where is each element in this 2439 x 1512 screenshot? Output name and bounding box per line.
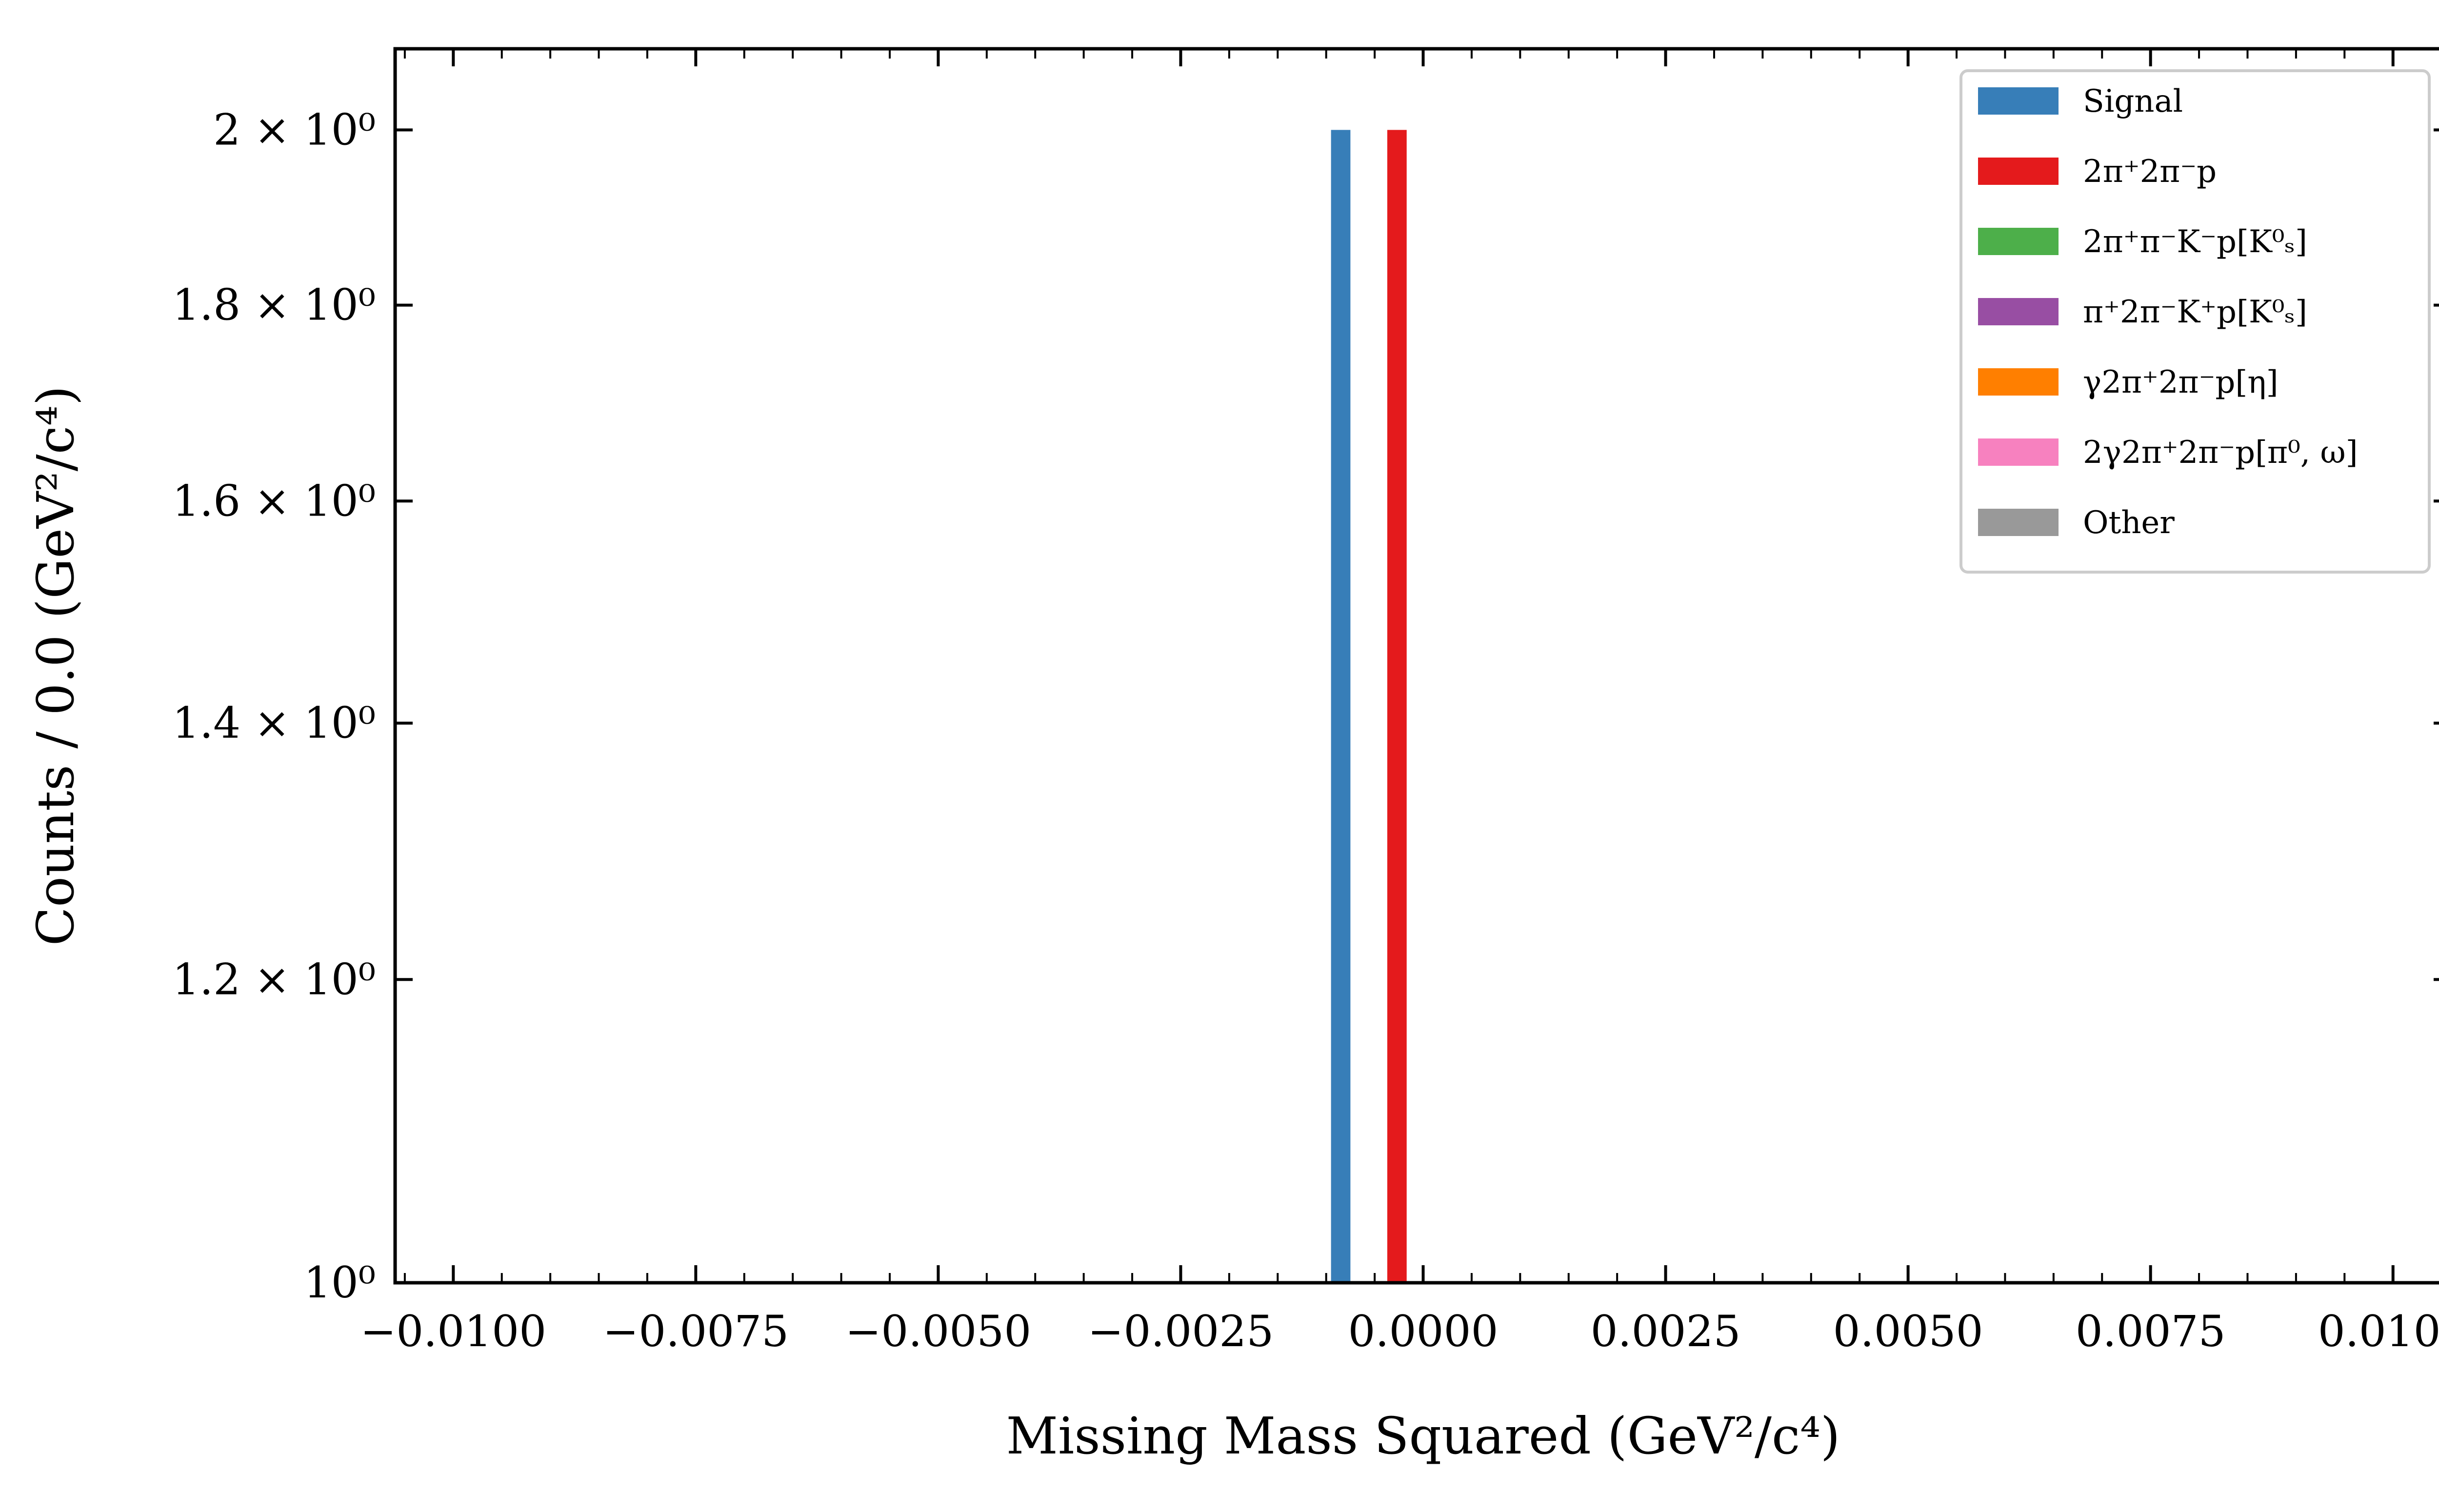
legend-swatch-1 <box>1978 158 2059 185</box>
x-tick-label: 0.0075 <box>2076 1306 2226 1356</box>
y-axis-label: Counts / 0.0 (GeV²/c⁴) <box>26 386 85 946</box>
legend-swatch-5 <box>1978 438 2059 466</box>
x-tick-label: 0.0000 <box>1348 1306 1499 1356</box>
bar-1-0 <box>1387 130 1407 1283</box>
x-tick-label: −0.0025 <box>1088 1306 1274 1356</box>
x-tick-label: −0.0050 <box>845 1306 1032 1356</box>
bars-layer <box>1331 130 1407 1283</box>
legend: Signal 2π⁺2π⁻p 2π⁺π⁻K⁻p[K⁰ₛ] π⁺2π⁻K⁺p[K⁰ₛ] γ… <box>1959 69 2431 574</box>
x-tick-label: −0.0100 <box>360 1306 546 1356</box>
bar-0-0 <box>1331 130 1351 1283</box>
y-tick-label: 10⁰ <box>304 1257 376 1308</box>
legend-label-6: Other <box>2083 505 2175 541</box>
legend-label-5: 2γ2π⁺2π⁻p[π⁰, ω] <box>2083 435 2358 471</box>
ticks-layer: −0.0100 −0.0075 −0.0050 −0.0025 0.0000 0.0025… <box>172 49 2439 1356</box>
legend-box <box>1959 69 2431 574</box>
x-tick-label: 0.0025 <box>1591 1306 1741 1356</box>
legend-label-1: 2π⁺2π⁻p <box>2083 154 2217 190</box>
y-tick-label: 1.6 × 10⁰ <box>172 476 376 526</box>
legend-label-4: γ2π⁺2π⁻p[η] <box>2083 364 2279 400</box>
legend-swatch-6 <box>1978 509 2059 536</box>
legend-swatch-2 <box>1978 228 2059 255</box>
plot-frame <box>393 47 2439 1285</box>
legend-label-3: π⁺2π⁻K⁺p[K⁰ₛ] <box>2083 294 2307 330</box>
y-tick-label: 2 × 10⁰ <box>213 104 376 155</box>
legend-swatch-4 <box>1978 368 2059 396</box>
x-tick-label: 0.0100 <box>2318 1306 2439 1356</box>
x-tick-label: −0.0075 <box>603 1306 789 1356</box>
x-axis-label: Missing Mass Squared (GeV²/c⁴) <box>1006 1406 1840 1466</box>
y-tick-label: 1.4 × 10⁰ <box>172 698 376 748</box>
legend-swatch-0 <box>1978 87 2059 115</box>
legend-swatch-3 <box>1978 298 2059 325</box>
legend-label-2: 2π⁺π⁻K⁻p[K⁰ₛ] <box>2083 224 2307 260</box>
y-tick-label: 1.8 × 10⁰ <box>172 280 376 330</box>
x-tick-label: 0.0050 <box>1833 1306 1983 1356</box>
y-tick-label: 1.2 × 10⁰ <box>172 954 376 1004</box>
legend-label-0: Signal <box>2083 83 2183 119</box>
